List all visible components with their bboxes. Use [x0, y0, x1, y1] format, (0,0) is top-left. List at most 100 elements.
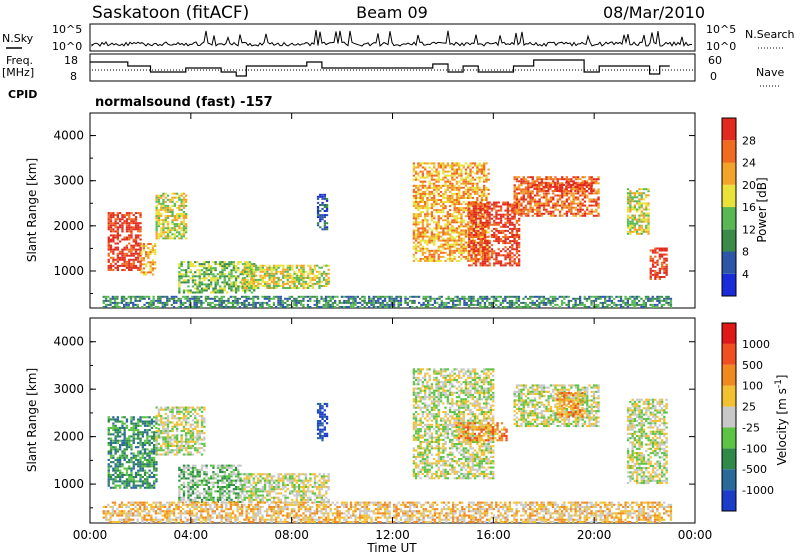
data-cell — [232, 267, 235, 270]
data-cell — [455, 186, 459, 189]
data-cell — [574, 181, 577, 184]
data-cell — [334, 299, 337, 302]
data-cell — [188, 301, 192, 304]
data-cell — [417, 241, 420, 244]
data-cell — [524, 192, 528, 195]
data-cell — [504, 295, 507, 298]
data-cell — [633, 218, 636, 221]
data-cell — [316, 280, 319, 283]
data-cell — [300, 301, 303, 304]
data-cell — [237, 269, 240, 272]
data-cell — [125, 424, 129, 427]
data-cell — [221, 291, 224, 294]
data-cell — [365, 303, 369, 306]
data-cell — [388, 295, 391, 298]
data-cell — [157, 208, 161, 211]
data-cell — [474, 246, 478, 249]
data-cell — [433, 243, 436, 246]
data-cell — [116, 260, 119, 263]
data-cell — [492, 297, 496, 300]
data-cell — [266, 303, 269, 306]
data-cell — [647, 190, 650, 193]
data-cell — [196, 289, 199, 292]
data-cell — [145, 263, 148, 266]
data-cell — [214, 263, 217, 266]
data-cell — [182, 279, 186, 282]
data-cell — [291, 276, 294, 279]
data-cell — [205, 269, 208, 272]
data-cell — [543, 178, 546, 181]
data-cell — [178, 217, 181, 219]
data-cell — [574, 185, 577, 188]
data-cell — [244, 291, 247, 294]
data-cell — [433, 253, 436, 256]
data-cell — [473, 186, 477, 189]
data-cell — [487, 225, 490, 228]
data-cell — [529, 204, 532, 207]
data-cell — [421, 225, 424, 228]
data-cell — [268, 272, 271, 275]
data-cell — [504, 242, 507, 245]
data-cell — [182, 213, 186, 215]
data-cell — [460, 253, 463, 256]
data-cell — [658, 269, 661, 272]
data-cell — [266, 272, 269, 275]
data-cell — [291, 282, 294, 285]
data-cell — [345, 295, 348, 298]
data-cell — [449, 170, 452, 173]
data-cell — [520, 190, 523, 193]
data-cell — [114, 420, 117, 423]
data-cell — [645, 220, 648, 223]
data-cell — [178, 194, 181, 197]
data-cell — [178, 204, 181, 207]
data-cell — [187, 275, 190, 278]
data-cell — [433, 297, 437, 300]
data-cell — [430, 217, 434, 220]
data-cell — [520, 184, 523, 187]
data-cell — [458, 186, 461, 189]
data-cell — [125, 248, 129, 251]
data-cell — [493, 250, 496, 253]
data-cell — [588, 192, 591, 195]
cpid-value: normalsound (fast) -157 — [95, 95, 273, 110]
data-cell — [451, 192, 454, 195]
data-cell — [419, 231, 422, 234]
data-cell — [121, 269, 124, 271]
data-cell — [109, 478, 113, 481]
data-cell — [279, 297, 282, 300]
data-cell — [583, 295, 586, 298]
data-cell — [157, 306, 160, 308]
data-cell — [502, 254, 505, 257]
data-cell — [176, 235, 179, 238]
data-cell — [430, 213, 434, 216]
data-cell — [212, 289, 215, 292]
data-cell — [228, 273, 231, 276]
data-cell — [127, 303, 130, 306]
data-cell — [107, 236, 110, 239]
data-cell — [275, 280, 278, 283]
data-cell — [302, 272, 305, 275]
data-cell — [660, 303, 663, 306]
data-cell — [567, 206, 571, 209]
data-cell — [565, 180, 568, 183]
data-cell — [212, 277, 215, 280]
data-cell — [298, 278, 301, 281]
data-cell — [499, 231, 503, 234]
data-cell — [241, 282, 244, 285]
data-cell — [288, 274, 292, 277]
data-cell — [509, 252, 512, 255]
data-cell — [304, 282, 308, 285]
data-cell — [629, 194, 632, 197]
data-cell — [540, 181, 543, 184]
data-cell — [509, 217, 512, 220]
data-cell — [231, 306, 235, 308]
data-cell — [570, 200, 573, 203]
data-cell — [469, 245, 472, 248]
data-cell — [250, 291, 254, 294]
data-cell — [513, 190, 516, 193]
data-cell — [493, 205, 496, 208]
data-cell — [134, 295, 137, 298]
data-cell — [529, 206, 532, 209]
data-cell — [437, 170, 440, 173]
data-cell — [460, 197, 463, 199]
